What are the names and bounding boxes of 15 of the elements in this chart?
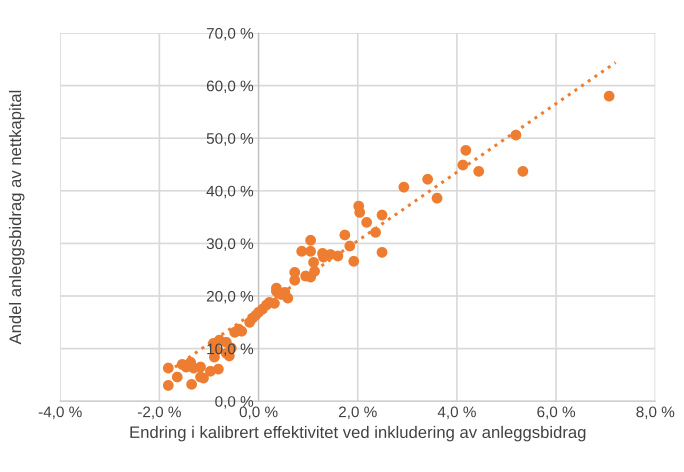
x-axis-title: Endring i kalibrert effektivitet ved inkludering av anleggsbidrag [130,426,586,442]
x-tick-label: 0,0 % [240,406,278,420]
x-tick-label: -2,0 % [138,406,181,420]
y-tick-label: 70,0 % [206,28,254,41]
y-tick-label: 50,0 % [206,133,254,146]
y-tick-label: 40,0 % [206,186,254,198]
x-tick-label: 4,0 % [438,406,476,420]
y-tick-label: 20,0 % [206,290,254,304]
y-axis-title: Andel anleggsbidrag av nettkapital [8,90,24,344]
x-tick-label: -4,0 % [38,406,82,420]
y-tick-label: 60,0 % [206,80,254,94]
x-tick-label: 6,0 % [537,406,576,420]
x-tick-label: 2,0 % [338,406,377,420]
x-tick-label: 8,0 % [636,406,674,420]
y-tick-label: 30,0 % [206,238,254,251]
